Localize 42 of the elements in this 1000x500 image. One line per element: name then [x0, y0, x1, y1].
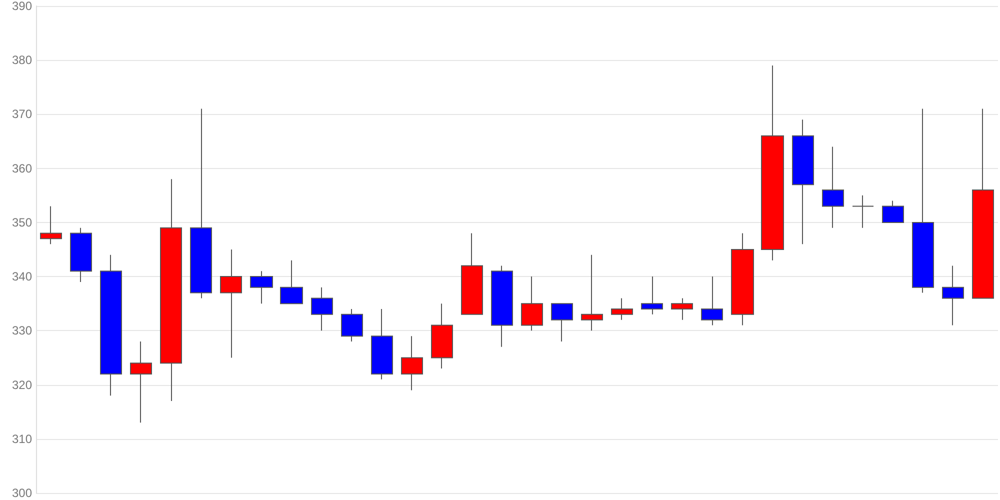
candlestick: [761, 65, 784, 261]
candlestick: [250, 270, 273, 304]
candlestick: [341, 308, 363, 342]
candlestick: [190, 108, 212, 299]
y-tick-label: 350: [12, 215, 32, 230]
candlestick: [852, 194, 874, 228]
y-tick-label: 320: [12, 378, 32, 392]
candlestick: [401, 336, 423, 391]
candlestick: [70, 227, 92, 282]
candlestick: [311, 286, 333, 332]
candlestick: [792, 119, 814, 245]
candlestick: [431, 303, 453, 370]
candlestick: [220, 249, 242, 358]
y-tick-label: 340: [12, 270, 32, 284]
candlestick: [130, 340, 152, 424]
candlestick: [972, 108, 994, 299]
candlestick: [882, 200, 904, 223]
candlestick: [822, 146, 844, 228]
candlestick: [641, 276, 663, 315]
candlestick: [671, 298, 693, 320]
candlestick: [581, 254, 603, 332]
y-tick-label: 360: [12, 161, 32, 176]
candlestick: [611, 298, 633, 320]
y-tick-label: 310: [12, 432, 32, 446]
candlestick: [40, 206, 62, 245]
candlestick: [912, 108, 934, 294]
y-tick-label: 370: [12, 107, 32, 122]
candlestick: [731, 232, 754, 326]
candlestick: [551, 303, 573, 342]
y-tick-label: 330: [12, 324, 32, 338]
y-tick-label: 300: [12, 486, 32, 500]
y-tick-label: 380: [12, 53, 32, 68]
y-tick-label: 390: [12, 0, 32, 13]
candlestick: [521, 276, 543, 332]
candlestick: [280, 260, 303, 304]
candlestick: [701, 276, 723, 326]
candlestick: [160, 178, 182, 402]
candlestick: [461, 232, 483, 315]
candlestick: [491, 265, 513, 348]
candlestick: [100, 254, 122, 396]
candlestick: [942, 265, 964, 326]
candlestick: [371, 308, 393, 380]
